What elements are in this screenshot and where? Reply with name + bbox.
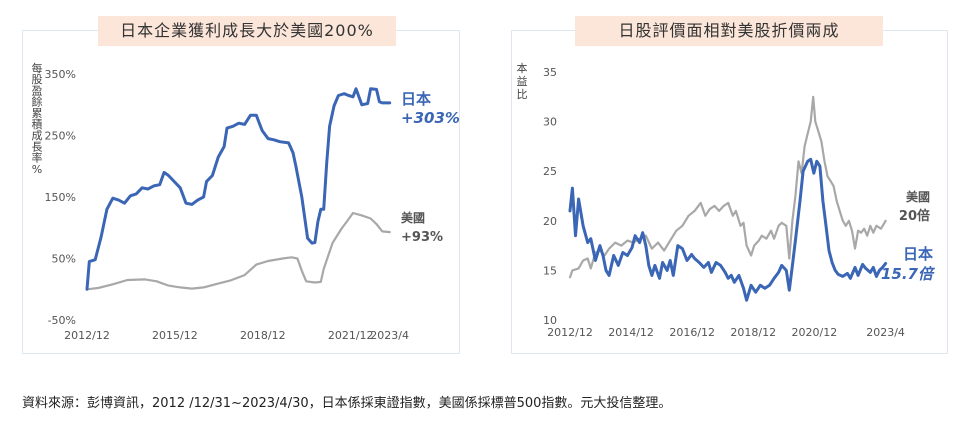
series-line-japan <box>568 157 888 302</box>
legend-name-us: 美國 <box>906 189 930 204</box>
x-tick-label: 2016/12 <box>669 326 715 339</box>
series-line-us <box>568 95 887 279</box>
end-value-us: 20倍 <box>899 208 930 224</box>
y-tick-label: 15 <box>543 264 557 277</box>
x-tick-label: 2020/12 <box>792 326 838 339</box>
end-value-japan: 15.7倍 <box>881 265 936 283</box>
x-tick-label: 2021/12 <box>328 329 374 342</box>
y-tick-label: 50% <box>52 253 76 266</box>
y-axis-label: 每股盈餘累積成長率% <box>32 61 43 176</box>
x-tick-label: 2018/12 <box>240 329 286 342</box>
y-tick-label: 350% <box>45 68 76 81</box>
y-tick-label: 20 <box>543 215 557 228</box>
legend-name-japan: 日本 <box>903 245 933 263</box>
x-tick-label: 2014/12 <box>608 326 654 339</box>
x-tick-label: 2023/4 <box>866 326 905 339</box>
x-tick-label: 2018/12 <box>730 326 776 339</box>
chart-title-left: 日本企業獲利成長大於美國200% <box>98 16 396 46</box>
x-tick-label: 2012/12 <box>64 329 110 342</box>
y-axis-label: 本益比 <box>517 61 528 101</box>
end-value-us: +93% <box>401 230 443 245</box>
y-tick-label: 10 <box>543 314 557 327</box>
x-tick-label: 2012/12 <box>547 326 593 339</box>
x-tick-label: 2015/12 <box>152 329 198 342</box>
y-tick-label: 30 <box>543 116 557 129</box>
legend-name-japan: 日本 <box>401 90 431 108</box>
y-tick-label: 35 <box>543 66 557 79</box>
y-tick-label: 150% <box>45 191 76 204</box>
chart-panel-right <box>511 30 948 354</box>
y-tick-label: -50% <box>48 314 76 327</box>
chart-title-right: 日股評價面相對美股折價兩成 <box>575 16 883 46</box>
series-line-japan <box>85 87 392 291</box>
series-line-us <box>85 211 391 291</box>
x-tick-label: 2023/4 <box>370 329 409 342</box>
legend-name-us: 美國 <box>401 210 425 225</box>
end-value-japan: +303% <box>401 109 460 127</box>
y-tick-label: 250% <box>45 130 76 143</box>
source-note: 資料來源：彭博資訊，2012 /12/31~2023/4/30，日本係採東證指數… <box>22 396 672 411</box>
y-tick-label: 25 <box>543 165 557 178</box>
chart-panel-left <box>22 30 460 354</box>
